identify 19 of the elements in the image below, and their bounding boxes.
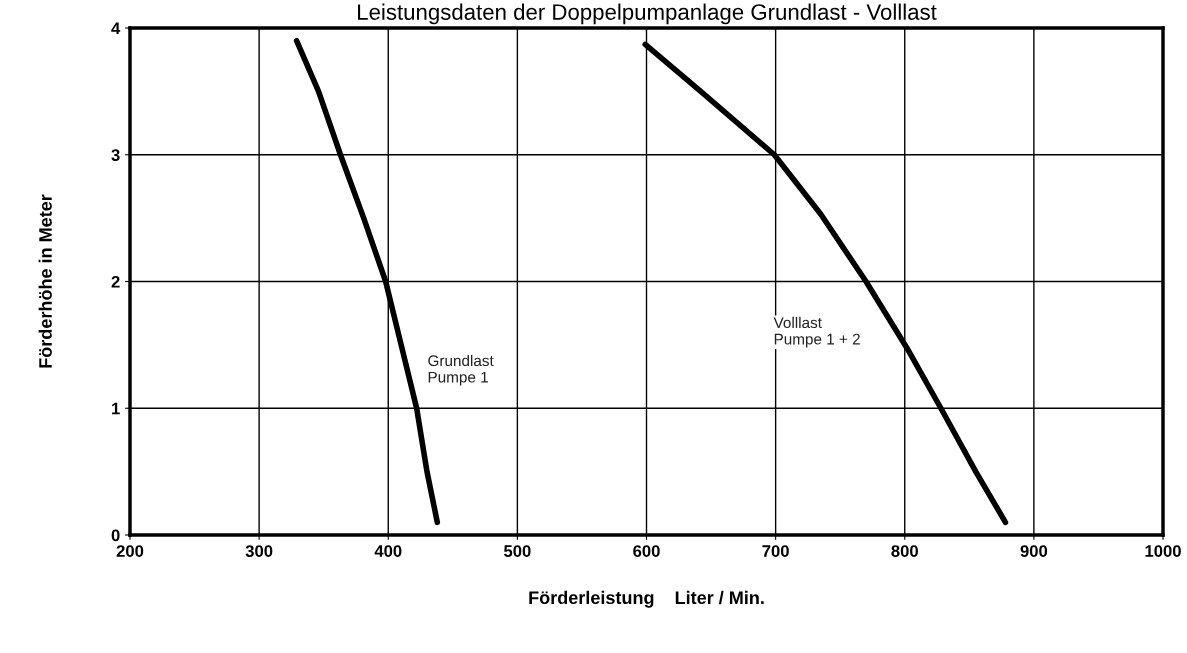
y-tick-label: 4: [111, 22, 121, 35]
annotation: Grundlast Pumpe 1: [428, 354, 494, 386]
x-tick-label: 700: [762, 545, 789, 557]
x-tick-label: 200: [116, 545, 144, 557]
x-tick-label: 900: [1020, 545, 1048, 557]
y-tick-label: 0: [111, 529, 120, 542]
x-tick-label: 300: [245, 545, 273, 557]
y-tick-label: 2: [111, 275, 120, 288]
annotation: Volllast Pumpe 1 + 2: [773, 316, 860, 348]
y-axis-title: Förderhöhe in Meter: [38, 194, 52, 368]
y-tick-label: 1: [112, 402, 120, 415]
x-axis-title: Förderleistung Liter / Min.: [529, 590, 764, 608]
x-tick-label: 600: [633, 545, 660, 557]
x-tick-label: 500: [503, 545, 531, 557]
x-tick-label: 1000: [1145, 545, 1181, 557]
x-tick-label: 800: [891, 545, 918, 557]
y-tick-label: 3: [111, 149, 120, 161]
chart-title: Leistungsdaten der Doppelpumpanlage Grundlast - Volllast: [358, 3, 937, 25]
x-tick-label: 400: [374, 545, 402, 557]
